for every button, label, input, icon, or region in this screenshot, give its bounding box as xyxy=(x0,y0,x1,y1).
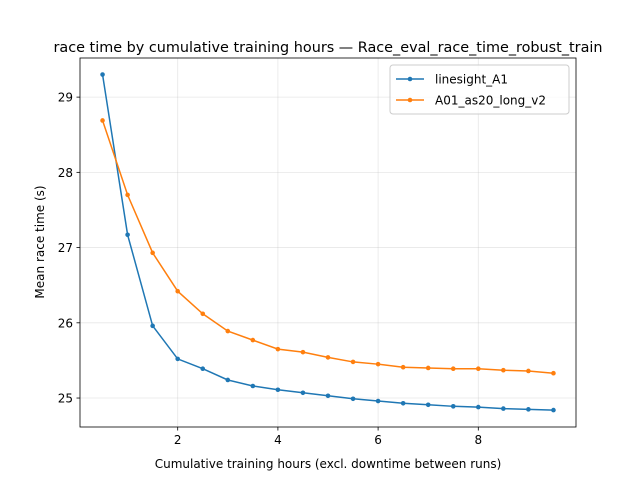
data-point-linesight_A1 xyxy=(501,406,506,411)
data-point-linesight_A1 xyxy=(526,407,531,412)
data-point-A01_as20_long_v2 xyxy=(551,370,556,376)
axes-frame xyxy=(79,57,577,428)
data-point-linesight_A1 xyxy=(476,404,481,410)
data-point-A01_as20_long_v2 xyxy=(175,288,180,294)
data-point-linesight_A1 xyxy=(400,401,406,406)
data-point-A01_as20_long_v2 xyxy=(375,361,381,367)
ticks: 2 4 6 8 25 26 27 28 29 xyxy=(58,91,482,447)
data-point-linesight_A1 xyxy=(350,396,356,402)
data-point-linesight_A1 xyxy=(175,356,180,362)
data-point-A01_as20_long_v2 xyxy=(200,311,206,317)
data-point-linesight_A1 xyxy=(100,72,105,77)
data-point-A01_as20_long_v2 xyxy=(150,250,155,256)
data-point-A01_as20_long_v2 xyxy=(250,337,256,343)
data-point-A01_as20_long_v2 xyxy=(526,368,531,374)
data-point-linesight_A1 xyxy=(225,377,231,383)
data-point-A01_as20_long_v2 xyxy=(225,328,231,334)
data-point-linesight_A1 xyxy=(275,387,281,393)
x-axis-label: Cumulative training hours (excl. downtim… xyxy=(155,457,502,471)
x-tick-label: 2 xyxy=(174,433,182,447)
x-tick-label: 4 xyxy=(274,433,282,447)
data-point-A01_as20_long_v2 xyxy=(125,192,130,198)
y-tick-label: 27 xyxy=(58,241,73,255)
data-point-linesight_A1 xyxy=(325,393,331,399)
data-point-A01_as20_long_v2 xyxy=(425,365,431,371)
y-tick-label: 28 xyxy=(58,166,73,180)
data-point-A01_as20_long_v2 xyxy=(501,367,506,373)
y-tick-label: 26 xyxy=(58,316,73,330)
data-point-A01_as20_long_v2 xyxy=(275,346,281,352)
data-point-linesight_A1 xyxy=(150,323,155,329)
y-tick-label: 29 xyxy=(58,91,73,105)
data-point-A01_as20_long_v2 xyxy=(300,349,306,355)
data-point-linesight_A1 xyxy=(250,383,256,389)
series-line-linesight_A1 xyxy=(101,74,554,411)
data-point-A01_as20_long_v2 xyxy=(476,366,481,371)
y-axis-label: Mean race time (s) xyxy=(33,185,47,298)
data-point-linesight_A1 xyxy=(551,407,556,413)
series-layer xyxy=(100,72,556,413)
data-point-A01_as20_long_v2 xyxy=(350,359,356,365)
data-point-linesight_A1 xyxy=(375,398,381,404)
legend-swatch-marker xyxy=(407,76,413,82)
legend-box xyxy=(389,64,570,115)
data-point-A01_as20_long_v2 xyxy=(325,355,331,360)
legend-label: linesight_A1 xyxy=(435,73,508,87)
y-tick-label: 25 xyxy=(58,392,73,406)
chart-title: race time by cumulative training hours —… xyxy=(53,40,602,56)
x-tick-label: 6 xyxy=(374,433,382,447)
data-point-linesight_A1 xyxy=(450,404,456,409)
data-point-A01_as20_long_v2 xyxy=(450,366,456,371)
data-point-A01_as20_long_v2 xyxy=(100,118,105,123)
series-line-A01_as20_long_v2 xyxy=(101,120,554,374)
legend: linesight_A1 A01_as20_long_v2 xyxy=(389,64,570,115)
legend-label: A01_as20_long_v2 xyxy=(435,94,546,108)
data-point-linesight_A1 xyxy=(125,232,130,238)
legend-swatch-marker xyxy=(407,97,413,103)
data-point-linesight_A1 xyxy=(300,390,306,396)
data-point-linesight_A1 xyxy=(425,402,431,408)
data-point-A01_as20_long_v2 xyxy=(400,364,406,370)
x-tick-label: 8 xyxy=(474,433,482,447)
data-point-linesight_A1 xyxy=(200,366,206,371)
